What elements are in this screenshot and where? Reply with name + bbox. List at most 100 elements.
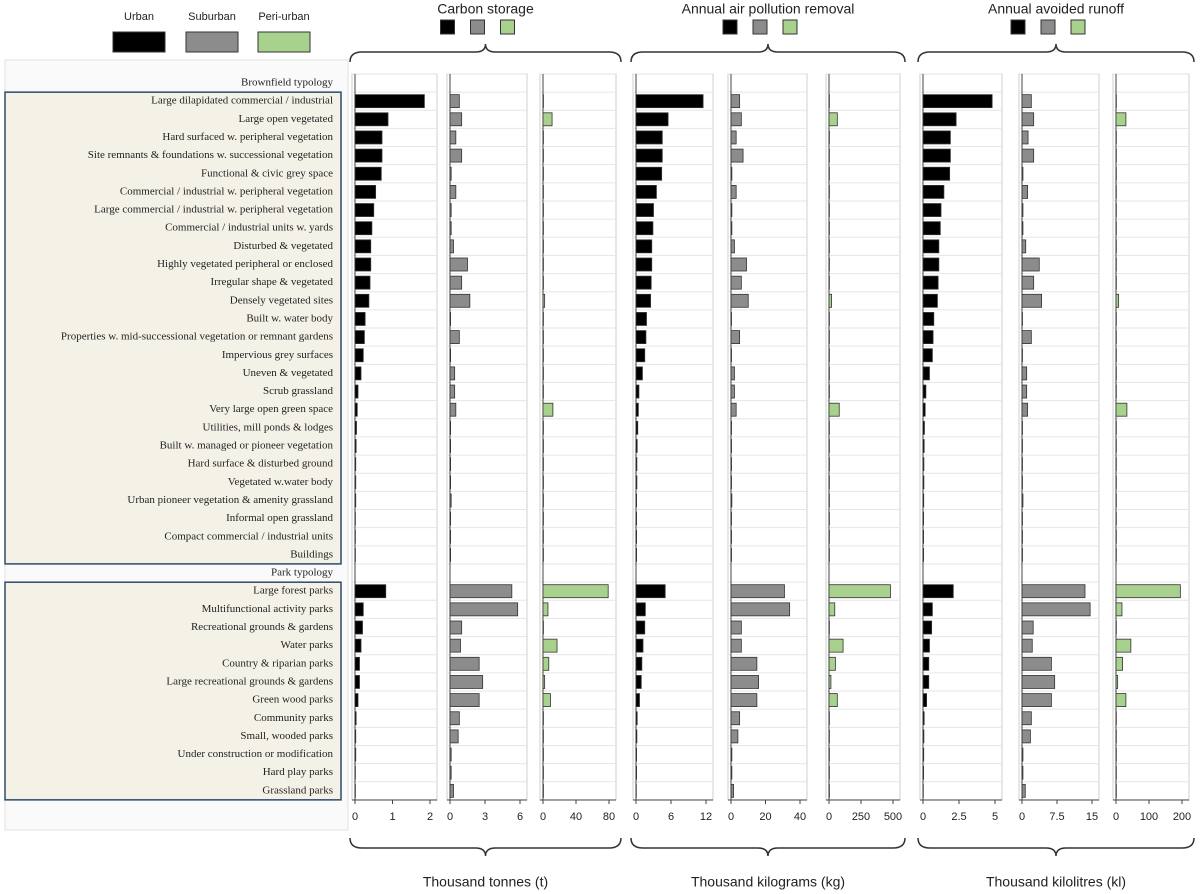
category-label: Under construction or modification: [178, 748, 334, 760]
bar: [730, 620, 742, 635]
bar: [449, 439, 451, 453]
bar: [354, 475, 357, 490]
bar: [828, 584, 891, 599]
bar: [1021, 729, 1031, 744]
x-axis-label: Thousand kilograms (kg): [691, 874, 845, 890]
bar: [354, 330, 365, 345]
bar: [635, 711, 638, 726]
category-label: Small, wooded parks: [240, 730, 333, 742]
bar: [449, 348, 451, 363]
bar: [730, 475, 732, 490]
category-label: Green wood parks: [252, 694, 333, 706]
category-label: Country & riparian parks: [222, 657, 333, 669]
bar: [1021, 493, 1024, 508]
bar: [449, 747, 452, 762]
bar: [1021, 275, 1035, 290]
x-tick-label: 0: [352, 811, 358, 823]
bar: [354, 94, 425, 109]
bar: [922, 439, 925, 453]
bar: [354, 675, 360, 689]
bar: [730, 675, 760, 689]
bar: [730, 711, 741, 726]
category-label: Buildings: [290, 548, 333, 560]
bar: [730, 312, 732, 326]
bar: [1021, 239, 1027, 254]
x-tick-label: 0: [920, 811, 926, 823]
bar: [449, 130, 457, 145]
bar: [730, 493, 733, 508]
bar: [730, 94, 741, 109]
bar: [730, 293, 749, 308]
x-tick-label: 15: [1086, 811, 1098, 823]
bar: [828, 638, 844, 653]
bar: [730, 348, 732, 363]
bar: [449, 620, 463, 635]
bar: [542, 638, 558, 653]
bar: [354, 620, 363, 635]
bar: [1115, 638, 1132, 653]
bar: [449, 638, 461, 653]
bar: [635, 203, 654, 217]
bar: [635, 529, 637, 544]
bar: [635, 420, 639, 435]
bar: [1021, 402, 1028, 417]
category-label: Functional & civic grey space: [201, 167, 333, 179]
bar: [635, 366, 643, 381]
bar: [635, 675, 642, 689]
bar: [922, 366, 930, 381]
bar: [828, 602, 836, 617]
category-label: Built w. managed or pioneer vegetation: [160, 440, 334, 452]
bar: [1115, 584, 1181, 599]
bar: [542, 602, 549, 617]
bar: [1021, 656, 1052, 671]
bar: [449, 420, 451, 435]
bar: [1115, 293, 1120, 308]
bar: [635, 166, 663, 181]
legend-swatch: [752, 19, 768, 35]
bar: [449, 184, 457, 199]
category-label: Impervious grey surfaces: [222, 349, 333, 361]
bar: [1115, 656, 1123, 671]
bar: [354, 693, 359, 707]
bar: [1021, 711, 1032, 726]
bar: [449, 221, 452, 236]
bar: [730, 148, 744, 163]
bar: [354, 221, 373, 236]
x-tick-label: 0: [1019, 811, 1025, 823]
bar: [635, 638, 644, 653]
bar: [635, 511, 637, 526]
bar: [922, 620, 933, 635]
bar: [730, 184, 737, 199]
category-label: Hard surface & disturbed ground: [188, 458, 334, 470]
x-tick-label: 6: [517, 811, 523, 823]
bar: [922, 184, 945, 199]
bar: [1021, 112, 1035, 127]
bar: [730, 166, 733, 181]
bar: [635, 548, 637, 562]
bar: [1021, 693, 1052, 707]
category-label: Multifunctional activity parks: [202, 603, 333, 615]
bar: [922, 693, 927, 707]
bar: [542, 656, 550, 671]
bar: [730, 257, 747, 272]
bar: [922, 275, 939, 290]
category-label: Highly vegetated peripheral or enclosed: [157, 258, 333, 270]
bar: [354, 439, 357, 453]
category-label: Large forest parks: [253, 585, 333, 597]
bar: [730, 221, 733, 236]
bar: [635, 729, 638, 744]
bar: [1115, 602, 1123, 617]
bar: [730, 366, 735, 381]
bar: [635, 402, 639, 417]
bar: [1115, 112, 1127, 127]
x-tick-label: 500: [884, 811, 902, 823]
bar: [828, 112, 838, 127]
bar: [730, 239, 735, 254]
bar: [1021, 148, 1035, 163]
bar: [828, 293, 832, 308]
bar: [635, 239, 653, 254]
bar: [635, 584, 666, 599]
x-tick-label: 2.5: [951, 811, 966, 823]
bar: [730, 602, 791, 617]
